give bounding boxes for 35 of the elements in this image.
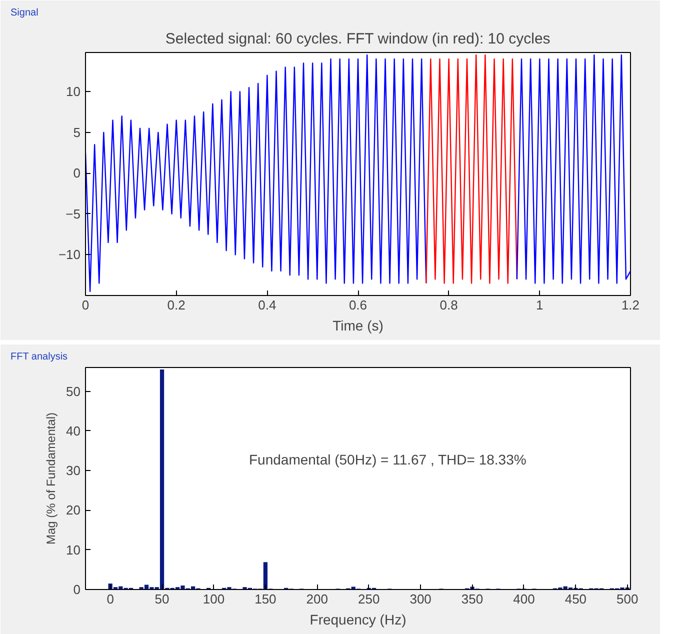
x-tick-label: 400 bbox=[513, 592, 535, 606]
y-tick-label: 40 bbox=[66, 423, 81, 438]
y-tick-label: 10 bbox=[66, 84, 81, 100]
x-tick-label: 1 bbox=[536, 298, 544, 312]
y-tick-label: 30 bbox=[66, 463, 81, 478]
x-tick-label: 500 bbox=[616, 592, 638, 606]
x-tick-label: 0 bbox=[106, 592, 114, 606]
x-tick-label: 1.2 bbox=[621, 298, 640, 312]
chart-title: Selected signal: 60 cycles. FFT window (in red): 10 cycles bbox=[165, 30, 550, 48]
x-tick-label: 0.6 bbox=[348, 298, 368, 312]
y-tick-label: 50 bbox=[66, 384, 81, 399]
y-tick-label: 5 bbox=[73, 124, 81, 140]
y-tick-label: 0 bbox=[73, 166, 81, 181]
x-axis-title: Frequency (Hz) bbox=[310, 612, 406, 628]
y-tick-label: −10 bbox=[58, 247, 81, 262]
x-tick-label: 0.4 bbox=[258, 298, 276, 312]
x-axis-title: Time (s) bbox=[332, 318, 384, 334]
x-tick-label: 0.8 bbox=[440, 298, 458, 312]
x-tick-label: 150 bbox=[254, 592, 276, 606]
y-tick-label: 10 bbox=[66, 542, 81, 558]
y-tick-label: 0 bbox=[73, 582, 81, 597]
y-tick-label: −5 bbox=[66, 206, 81, 222]
x-tick-label: 300 bbox=[410, 592, 432, 606]
y-axis-title: Mag (% of Fundamental) bbox=[44, 412, 58, 545]
x-tick-label: 450 bbox=[564, 592, 587, 606]
x-tick-label: 50 bbox=[154, 592, 170, 606]
x-tick-label: 0.2 bbox=[167, 298, 186, 312]
y-tick-label: 20 bbox=[66, 502, 81, 518]
text: FFT analysis bbox=[10, 352, 68, 362]
annotation: Fundamental (50Hz) = 11.67 , THD= 18.33% bbox=[249, 451, 526, 468]
x-tick-label: 200 bbox=[306, 592, 328, 606]
x-tick-label: 100 bbox=[202, 592, 225, 606]
x-tick-label: 250 bbox=[358, 592, 380, 606]
text: Signal bbox=[10, 8, 38, 18]
x-tick-label: 350 bbox=[461, 592, 484, 606]
